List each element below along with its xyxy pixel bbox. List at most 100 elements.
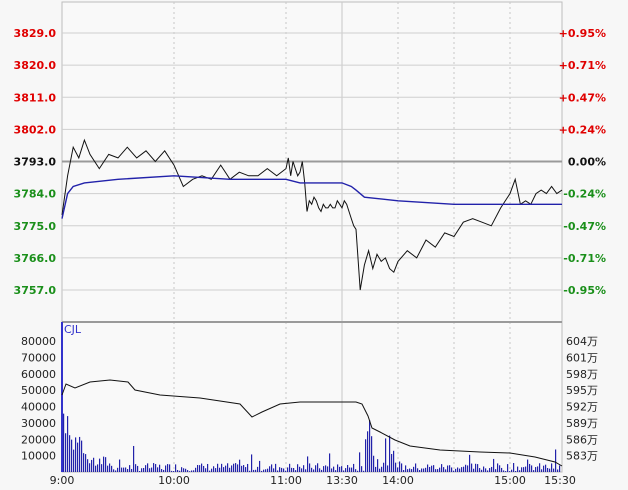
volume-bar [167,464,169,472]
volume-bar [271,464,273,472]
price-tick-label: 3820.0 [14,59,57,72]
volume-bar [227,463,229,472]
volume-bar [493,458,495,472]
volume-bar [363,470,365,472]
volume-bar [413,466,415,472]
volume-bar [257,466,259,472]
volume-bar [301,468,303,472]
volume-bar [537,466,539,472]
price-line [61,138,563,291]
volume-bar [157,467,159,472]
volume-bar [559,465,561,472]
volume-bar [367,431,369,472]
volume-bar [533,470,535,472]
volume-bar [125,467,127,472]
volume-bar [521,467,523,472]
volume-bar [121,467,123,472]
volume-bar [177,469,179,472]
pct-tick-label: +0.95% [559,27,606,40]
volume-right-tick-label: 589万 [566,417,598,430]
volume-right-tick-label: 592万 [566,401,598,414]
volume-bar [87,459,89,472]
volume-bar [93,457,95,472]
volume-bar [305,469,307,472]
volume-bar [435,469,437,472]
volume-bar [345,468,347,472]
volume-bar [253,469,255,472]
volume-bar [201,463,203,472]
volume-bar [97,464,99,472]
volume-bar [441,464,443,472]
volume-bar [175,464,177,472]
volume-bar [529,463,531,472]
volume-bar [399,461,401,472]
volume-line [61,379,563,467]
volume-bar [147,463,149,472]
pct-tick-label: 0.00% [568,156,606,169]
volume-bar [137,465,139,472]
volume-bar [415,463,417,472]
volume-bar [245,467,247,472]
volume-bar [417,468,419,472]
volume-bar [405,465,407,472]
volume-bar [429,466,431,472]
volume-bar [297,464,299,472]
volume-bar [165,465,167,472]
volume-bar [185,468,187,472]
volume-bar [449,465,451,472]
volume-bar [447,465,449,472]
volume-bar [527,459,529,472]
volume-bar [159,464,161,472]
volume-bar [341,466,343,472]
volume-bar [269,466,271,472]
volume-bar [135,464,137,472]
volume-tick-label: 40000 [21,401,56,414]
volume-bar [513,463,515,472]
volume-bar [541,469,543,472]
volume-bar [407,469,409,472]
volume-bar [69,435,71,472]
volume-bar [197,464,199,472]
volume-bar [289,463,291,472]
volume-bar [361,466,363,472]
volume-bar [247,463,249,472]
price-tick-label: 3784.0 [14,188,57,201]
volume-bar [109,463,111,472]
volume-bar [101,464,103,472]
volume-bar [545,464,547,472]
volume-bar [111,465,113,472]
volume-bar [203,465,205,472]
volume-bar [327,466,329,472]
volume-bar [423,468,425,472]
volume-bar [283,468,285,472]
volume-bar [199,465,201,472]
volume-bar [487,470,489,472]
volume-bar [293,467,295,472]
volume-bar [73,449,75,472]
price-tick-label: 3775.0 [14,220,57,233]
volume-bar [141,468,143,472]
pct-tick-label: -0.24% [563,188,606,201]
volume-bar [265,469,267,472]
volume-bar [79,436,81,472]
volume-bar [409,468,411,472]
plot-frame [61,1,563,473]
volume-bar [471,463,473,472]
volume-bar [371,436,373,472]
volume-label: CJL [64,323,82,336]
volume-bar [65,433,67,472]
volume-bar [445,469,447,472]
volume-bar [139,470,141,472]
volume-bar [549,468,551,472]
volume-bar [431,465,433,472]
volume-bar [323,466,325,472]
volume-bar [103,456,105,472]
volume-right-tick-label: 601万 [566,352,598,365]
price-tick-label: 3757.0 [14,284,57,297]
price-tick-label: 3793.0 [14,156,57,169]
volume-tick-label: 80000 [21,335,56,348]
volume-bar [343,470,345,472]
volume-bar [133,445,135,472]
volume-bar [391,453,393,472]
